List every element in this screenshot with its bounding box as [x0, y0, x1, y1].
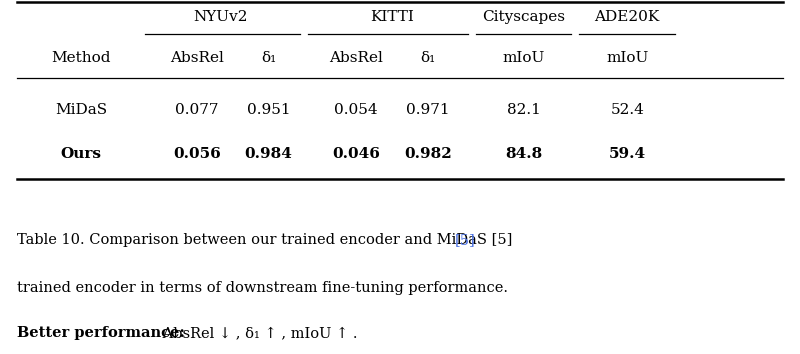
Text: 0.056: 0.056	[173, 147, 221, 161]
Text: δ₁: δ₁	[261, 51, 276, 64]
Text: AbsRel ↓ , δ₁ ↑ , mIoU ↑ .: AbsRel ↓ , δ₁ ↑ , mIoU ↑ .	[158, 326, 358, 340]
Text: Table 10. Comparison between our trained encoder and MiDaS [5]: Table 10. Comparison between our trained…	[18, 233, 513, 247]
Text: 0.984: 0.984	[245, 147, 292, 161]
Text: 0.077: 0.077	[175, 103, 218, 117]
Text: Better performance:: Better performance:	[18, 326, 186, 340]
Text: ADE20K: ADE20K	[594, 10, 660, 24]
Text: Ours: Ours	[61, 147, 102, 161]
Text: 82.1: 82.1	[506, 103, 541, 117]
Text: MiDaS: MiDaS	[55, 103, 107, 117]
Text: trained encoder in terms of downstream fine-tuning performance.: trained encoder in terms of downstream f…	[18, 281, 508, 295]
Text: mIoU: mIoU	[502, 51, 545, 64]
Text: δ₁: δ₁	[420, 51, 435, 64]
Text: [5]: [5]	[454, 233, 475, 247]
Text: 59.4: 59.4	[609, 147, 646, 161]
Text: 0.046: 0.046	[332, 147, 380, 161]
Text: Method: Method	[51, 51, 111, 64]
Text: 0.982: 0.982	[404, 147, 452, 161]
Text: 84.8: 84.8	[505, 147, 542, 161]
Text: 0.054: 0.054	[334, 103, 378, 117]
Text: AbsRel: AbsRel	[330, 51, 383, 64]
Text: 52.4: 52.4	[610, 103, 644, 117]
Text: 0.971: 0.971	[406, 103, 450, 117]
Text: Cityscapes: Cityscapes	[482, 10, 565, 24]
Text: AbsRel: AbsRel	[170, 51, 224, 64]
Text: KITTI: KITTI	[370, 10, 414, 24]
Text: 0.951: 0.951	[246, 103, 290, 117]
Text: NYUv2: NYUv2	[194, 10, 248, 24]
Text: mIoU: mIoU	[606, 51, 648, 64]
